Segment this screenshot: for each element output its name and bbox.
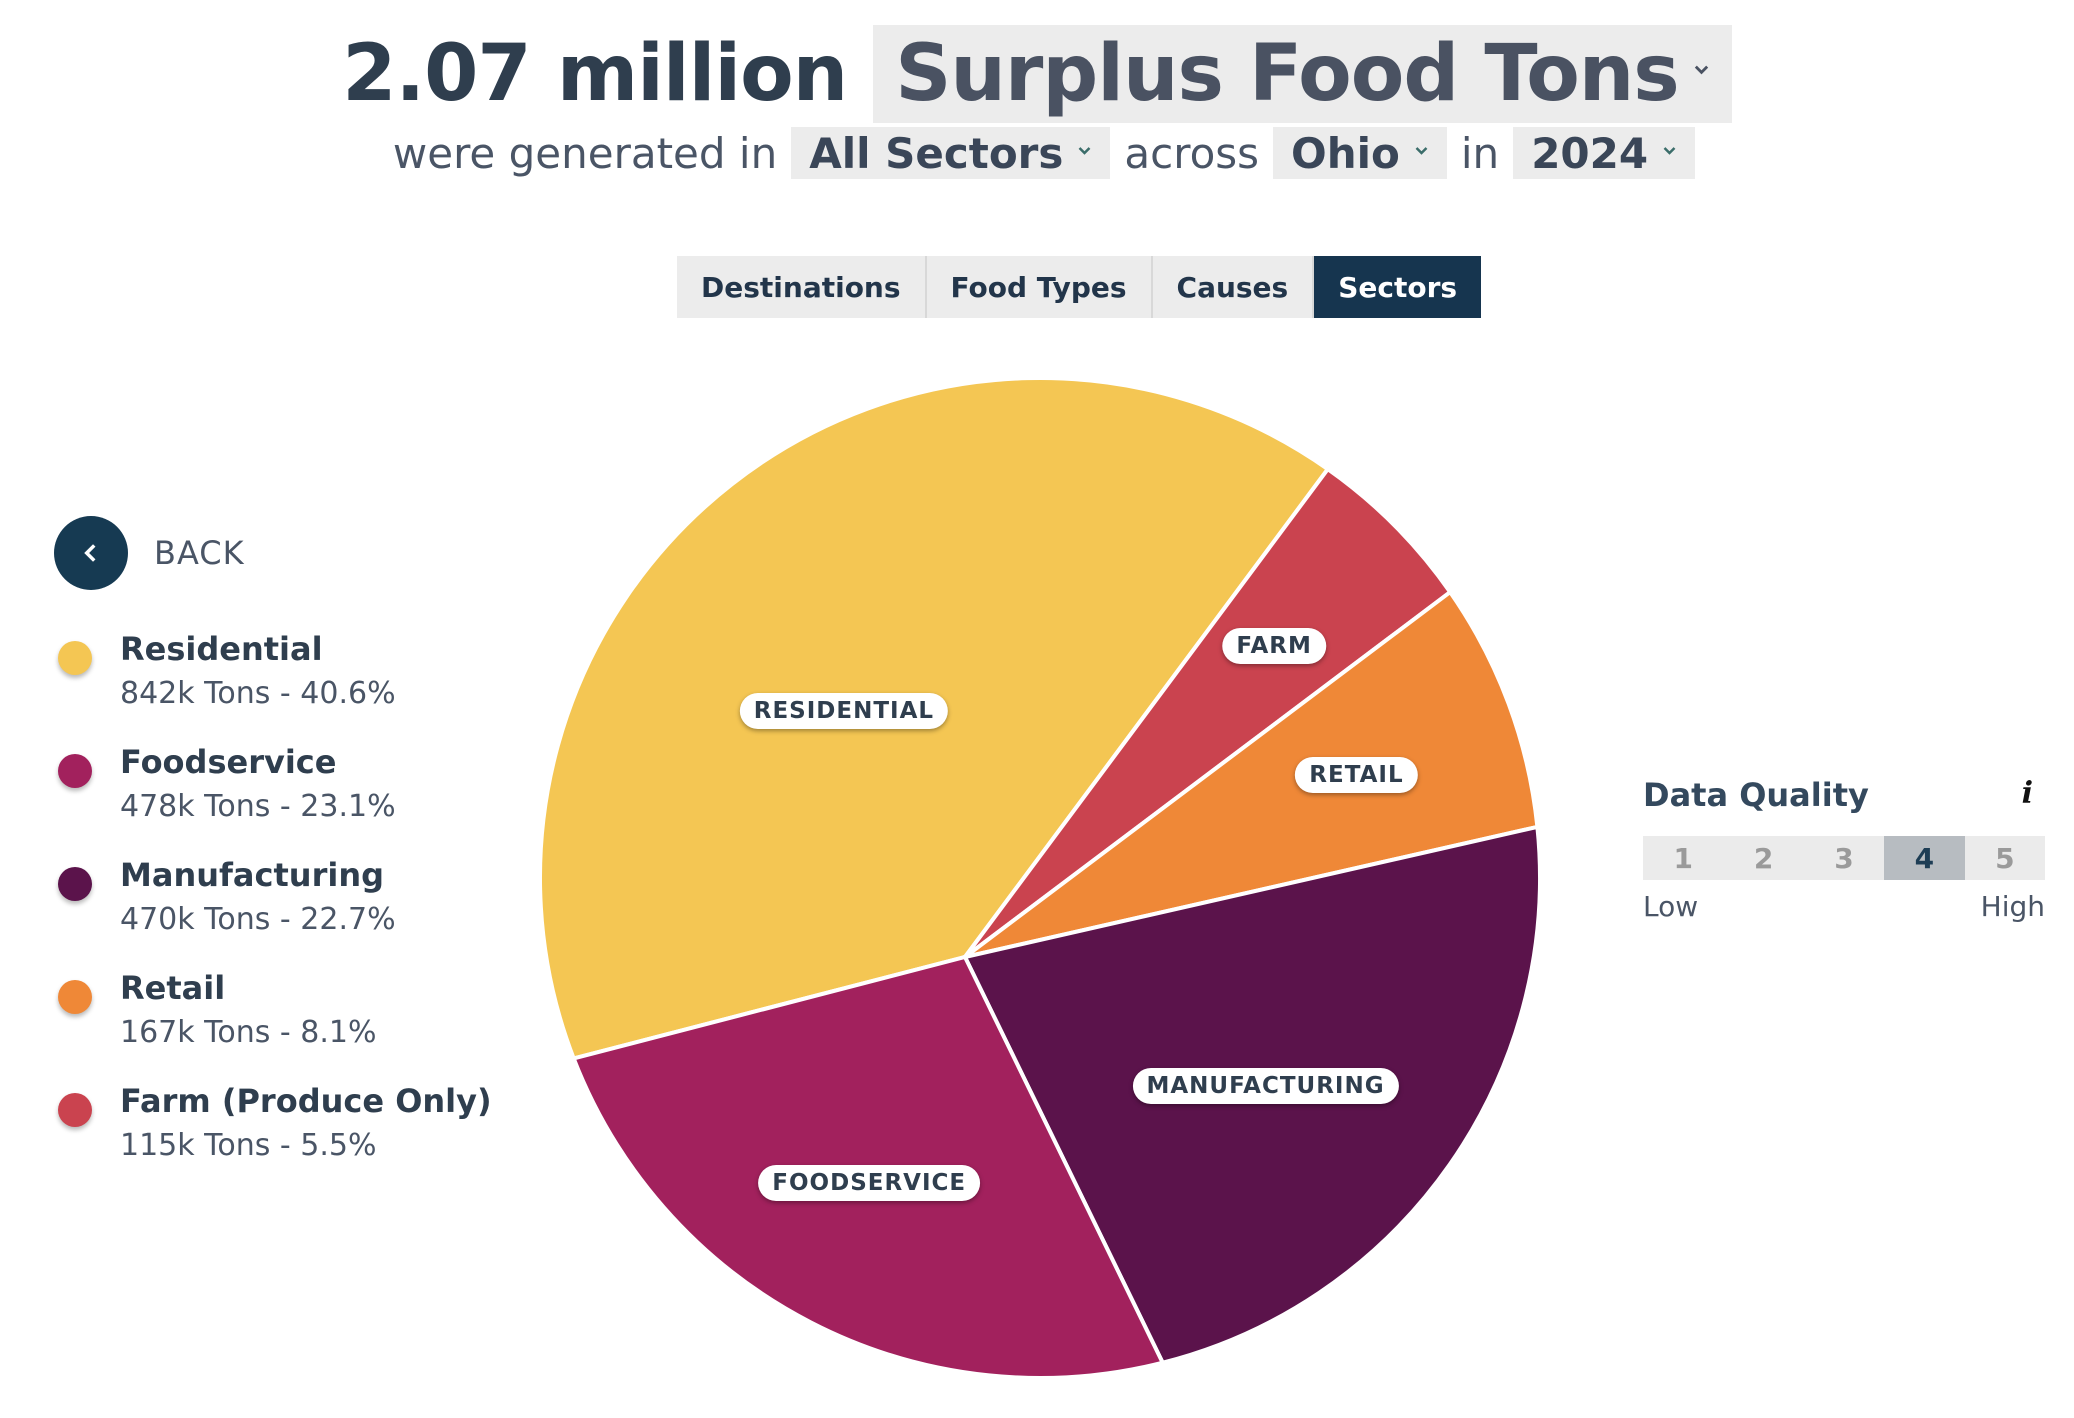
legend-value: 842k Tons - 40.6% [120,676,396,711]
state-dropdown-label: Ohio [1291,128,1400,178]
pie-slice-retail[interactable] [963,589,1540,959]
legend-value: 167k Tons - 8.1% [120,1015,377,1050]
year-dropdown[interactable]: 2024 [1513,127,1696,179]
chevron-down-icon [1663,146,1676,155]
metric-dropdown[interactable]: Surplus Food Tons [873,25,1732,123]
back-circle[interactable] [54,516,128,590]
legend-dot-foodservice [58,754,92,788]
info-icon[interactable]: i [2021,776,2033,811]
tab-causes[interactable]: Causes [1152,256,1315,318]
tab-sectors[interactable]: Sectors [1314,256,1482,318]
legend-name: Farm (Produce Only) [120,1082,492,1120]
pie-label-farm: FARM [1222,628,1326,665]
sector-dropdown[interactable]: All Sectors [791,127,1111,179]
data-quality-level-3: 3 [1803,836,1885,880]
legend-name: Manufacturing [120,856,384,894]
data-quality-scale: 1 2 3 4 5 [1643,836,2046,880]
metric-dropdown-label: Surplus Food Tons [895,29,1680,119]
sector-dropdown-label: All Sectors [809,128,1064,178]
tab-food-types[interactable]: Food Types [926,256,1153,318]
sentence-text-generated: were generated in [392,128,778,178]
pie-label-residential: RESIDENTIAL [739,693,949,730]
view-tabs: Destinations Food Types Causes Sectors [677,256,1482,318]
legend-name: Retail [120,969,226,1007]
data-quality-title: Data Quality [1643,776,1869,814]
pie-label-manufacturing: MANUFACTURING [1132,1067,1399,1104]
state-dropdown[interactable]: Ohio [1273,127,1447,179]
chevron-down-icon [1694,65,1708,74]
pie-label-retail: RETAIL [1295,756,1418,793]
back-button[interactable]: BACK [54,516,245,590]
sentence-text-across: across [1124,128,1260,178]
legend-value: 115k Tons - 5.5% [120,1128,377,1163]
chevron-down-icon [1415,146,1428,155]
legend-value: 478k Tons - 23.1% [120,789,396,824]
sentence-text-in: in [1460,128,1500,178]
data-quality-level-5: 5 [1964,836,2046,880]
pie-svg [538,376,1542,1380]
filter-sentence: were generated in All Sectors across Ohi… [0,126,2074,180]
headline: 2.07 million Surplus Food Tons [0,24,2074,124]
tab-destinations[interactable]: Destinations [677,256,927,318]
legend-name: Residential [120,630,323,668]
legend-dot-retail [58,980,92,1014]
data-quality-high-label: High [1980,890,2045,923]
data-quality-low-label: Low [1643,890,1699,923]
data-quality-level-2: 2 [1723,836,1804,880]
legend-value: 470k Tons - 22.7% [120,902,396,937]
total-amount: 2.07 million [342,29,848,119]
legend-name: Foodservice [120,743,337,781]
pie-label-foodservice: FOODSERVICE [758,1165,981,1202]
back-label: BACK [154,534,245,572]
data-quality-panel: Data Quality i 1 2 3 4 5 Low High [1643,776,2046,923]
legend-dot-residential [58,641,92,675]
data-quality-level-4: 4 [1884,836,1965,880]
legend-dot-farm [58,1093,92,1127]
year-dropdown-label: 2024 [1531,128,1649,178]
chevron-down-icon [1079,146,1091,155]
pie-slice-farm[interactable] [963,466,1453,959]
chevron-left-icon [84,544,96,562]
sector-pie-chart: RESIDENTIAL FARM RETAIL MANUFACTURING FOODSE… [500,360,1580,1400]
legend-dot-manufacturing [58,867,92,901]
data-quality-level-1: 1 [1643,836,1724,880]
